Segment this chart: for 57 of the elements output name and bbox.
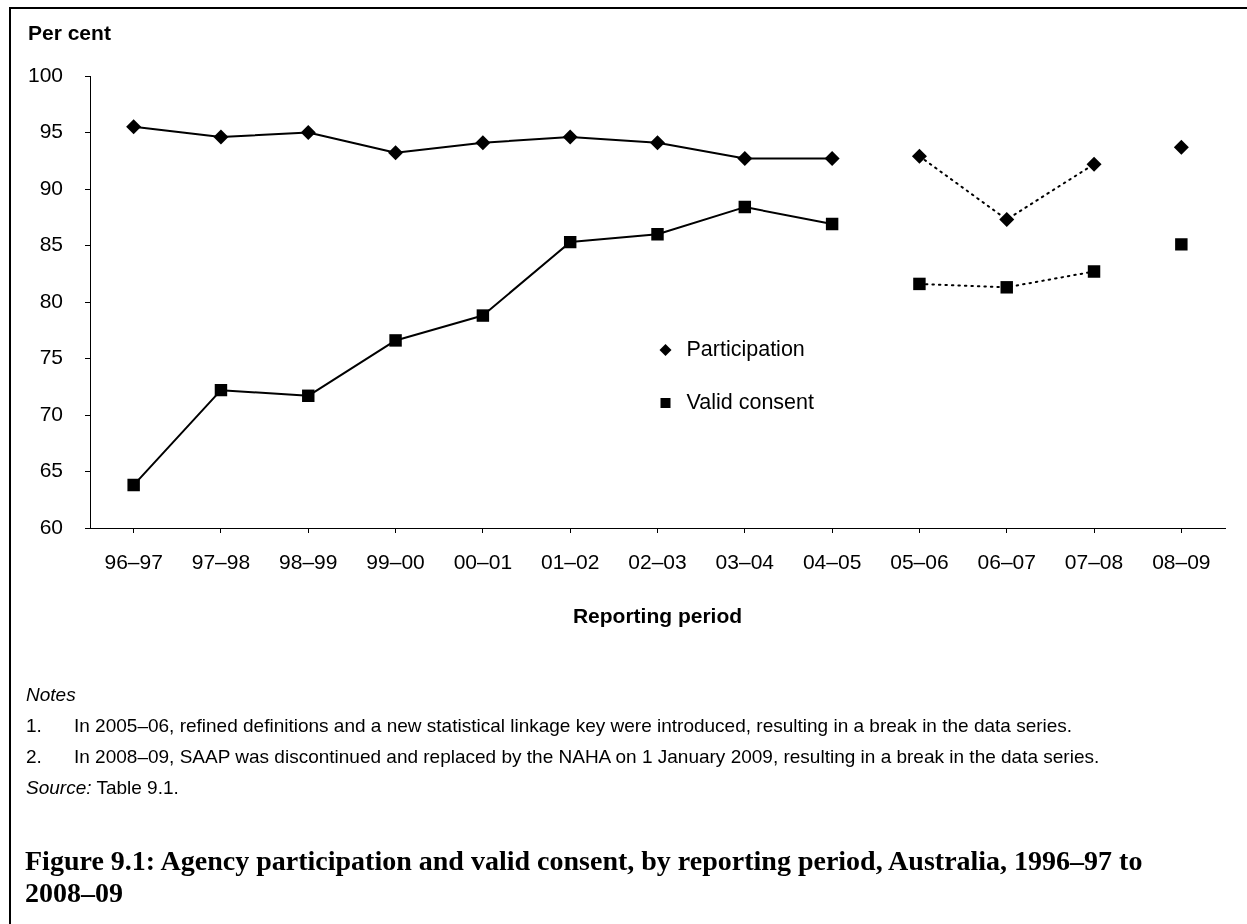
y-tick-label: 60 xyxy=(39,514,63,538)
point xyxy=(737,150,753,166)
x-tick-label: 05–06 xyxy=(890,550,949,574)
x-tick-label: 06–07 xyxy=(977,550,1036,574)
point xyxy=(1086,156,1102,172)
y-tick-label: 70 xyxy=(39,401,63,425)
y-tick-label: 75 xyxy=(39,345,63,369)
point xyxy=(476,309,490,322)
point xyxy=(911,148,927,164)
legend-label: Valid consent xyxy=(686,389,815,414)
point xyxy=(650,135,665,151)
point xyxy=(824,150,840,166)
y-tick-label: 65 xyxy=(39,458,63,482)
y-tick-label: 85 xyxy=(39,232,63,256)
x-tick-label: 04–05 xyxy=(802,550,862,574)
x-tick-label: 03–04 xyxy=(715,550,775,574)
point xyxy=(126,119,142,135)
x-tick-label: 97–98 xyxy=(191,550,251,574)
point xyxy=(475,135,491,151)
y-axis-title: Per cent xyxy=(28,20,111,44)
point xyxy=(738,200,752,214)
x-axis-title: Reporting period xyxy=(572,604,743,628)
x-tick-label: 98–99 xyxy=(279,550,338,574)
text: 2. In 2008–09, SAAP was discontinued and replaced by the NAHA on 1 January 2009, resulting in a break in the data series. xyxy=(26,746,1100,767)
point xyxy=(127,478,140,492)
point xyxy=(214,383,228,397)
point xyxy=(302,389,315,403)
point xyxy=(1000,281,1013,294)
point xyxy=(563,235,577,249)
text: Notes xyxy=(26,683,77,707)
point xyxy=(1173,139,1189,155)
y-tick-label: 95 xyxy=(39,119,63,143)
legend-label: Participation xyxy=(686,336,805,361)
y-tick-label: 80 xyxy=(39,288,63,312)
y-tick-label: 90 xyxy=(39,175,63,199)
x-tick-label: 00–01 xyxy=(453,550,513,574)
point xyxy=(389,334,402,347)
x-tick-label: 08–09 xyxy=(1152,550,1211,574)
x-tick-label: 99–00 xyxy=(366,550,425,574)
source-note: Source: Table 9.1. xyxy=(26,776,180,800)
point xyxy=(213,129,229,145)
point xyxy=(562,129,578,145)
text: Figure 9.1: Agency participation and valid consent, by reporting period, Australia, 1996–97 to 2008–09 xyxy=(25,845,1144,909)
point xyxy=(388,145,404,161)
x-tick-label: 01–02 xyxy=(540,550,600,574)
x-tick-label: 02–03 xyxy=(628,550,687,574)
point xyxy=(999,212,1015,228)
point xyxy=(300,125,316,140)
point xyxy=(651,227,664,241)
x-tick-label: 96–97 xyxy=(104,550,163,574)
point xyxy=(825,217,839,231)
point xyxy=(1175,238,1188,251)
text: 1. In 2005–06, refined definitions and a new statistical linkage key were introduced, resulting in a break in the data series. xyxy=(26,715,1073,736)
point xyxy=(1087,265,1101,278)
y-tick-label: 100 xyxy=(27,62,63,86)
point xyxy=(913,277,926,291)
x-tick-label: 07–08 xyxy=(1064,550,1124,574)
